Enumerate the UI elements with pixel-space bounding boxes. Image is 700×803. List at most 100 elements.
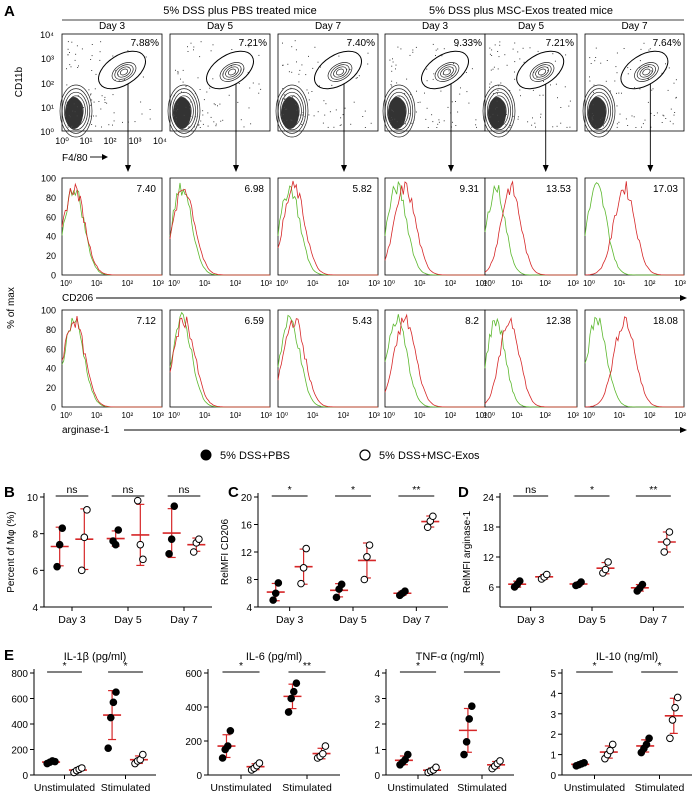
event-dot (258, 54, 260, 56)
event-dot (260, 88, 262, 90)
event-dot (282, 88, 284, 89)
event-dot (308, 92, 309, 94)
y-tick-label: 18 (483, 523, 495, 534)
event-dot (391, 119, 393, 121)
event-dot (207, 125, 209, 127)
event-dot (248, 107, 250, 109)
event-dot (284, 94, 285, 96)
event-dot (650, 112, 652, 114)
histogram-y-tick: 60 (46, 344, 56, 354)
flow-y-label: CD11b (14, 66, 25, 97)
event-dot (324, 114, 326, 116)
y-tick-label: 4 (550, 689, 556, 700)
event-dot (432, 121, 434, 123)
exos-data-point (299, 564, 308, 572)
chart-title: TNF-α (ng/ml) (416, 651, 485, 663)
exos-data-point (321, 742, 330, 750)
event-dot (72, 110, 74, 112)
event-dot (661, 122, 663, 123)
event-dot (349, 69, 351, 71)
event-dot (398, 95, 400, 97)
density-core (65, 97, 83, 129)
event-dot (317, 111, 319, 113)
event-dot (560, 122, 562, 124)
event-dot (447, 106, 449, 108)
event-dot (619, 113, 621, 115)
event-dot (409, 54, 411, 56)
event-dot (399, 125, 401, 127)
pbs-data-point (218, 754, 227, 762)
gate-percent: 9.33% (454, 38, 482, 49)
event-dot (99, 59, 101, 61)
event-dot (466, 91, 468, 93)
pbs-data-point (645, 734, 653, 743)
event-dot (505, 114, 507, 115)
event-dot (69, 99, 71, 101)
event-dot (406, 78, 408, 80)
exos-data-point (133, 496, 142, 505)
histogram-frame (169, 177, 271, 276)
event-dot (431, 114, 433, 116)
density-contour (277, 88, 307, 134)
histogram-x-tick: 10³ (152, 411, 164, 420)
event-dot (90, 104, 92, 106)
event-dot (426, 107, 428, 109)
histogram-mfi-value: 12.38 (546, 316, 571, 327)
event-dot (284, 108, 286, 110)
event-dot (95, 73, 97, 75)
pbs-data-point (577, 578, 585, 586)
event-dot (231, 49, 233, 50)
event-dot (69, 116, 71, 118)
event-dot (99, 51, 101, 53)
event-dot (258, 92, 260, 94)
event-dot (313, 115, 315, 117)
event-dot (536, 76, 538, 78)
event-dot (185, 85, 187, 87)
event-dot (76, 115, 78, 117)
pbs-data-point (292, 679, 301, 688)
event-dot (285, 126, 287, 128)
gate-percent: 7.21% (239, 38, 267, 49)
event-dot (391, 117, 393, 119)
histogram-y-tick: 100 (41, 174, 56, 184)
event-dot (175, 117, 177, 119)
event-dot (616, 92, 617, 94)
exos-data-point (432, 763, 440, 772)
flow-plot: 7.64% (582, 33, 685, 172)
event-dot (174, 110, 176, 112)
y-tick-label: 6 (32, 566, 38, 577)
gated-contour (642, 68, 651, 76)
event-dot (66, 101, 68, 103)
gate-ellipse (98, 50, 146, 90)
event-dot (187, 46, 188, 48)
event-dot (104, 96, 106, 98)
event-dot (299, 69, 301, 71)
event-dot (290, 87, 292, 89)
histogram-x-tick: 10³ (567, 279, 579, 288)
event-dot (77, 95, 79, 97)
event-dot (91, 44, 93, 45)
event-dot (209, 87, 211, 89)
density-contour (487, 91, 511, 131)
event-dot (390, 122, 392, 124)
event-dot (112, 124, 113, 126)
event-dot (142, 76, 144, 78)
event-dot (500, 82, 502, 84)
event-dot (564, 86, 566, 88)
group-title-pbs: 5% DSS plus PBS treated mice (163, 5, 316, 17)
event-dot (594, 125, 596, 127)
histogram-frame (384, 309, 486, 408)
event-dot (123, 79, 125, 81)
gated-contour (117, 66, 131, 78)
event-dot (108, 124, 110, 126)
density-contour (482, 84, 516, 138)
event-dot (367, 63, 369, 65)
event-dot (339, 125, 341, 126)
legend-pbs-marker (200, 449, 212, 461)
pbs-data-point (289, 687, 298, 696)
event-dot (517, 118, 519, 120)
event-dot (490, 69, 492, 71)
event-dot (318, 85, 320, 87)
chart-title: IL-1β (pg/ml) (64, 651, 127, 663)
event-dot (415, 111, 417, 113)
